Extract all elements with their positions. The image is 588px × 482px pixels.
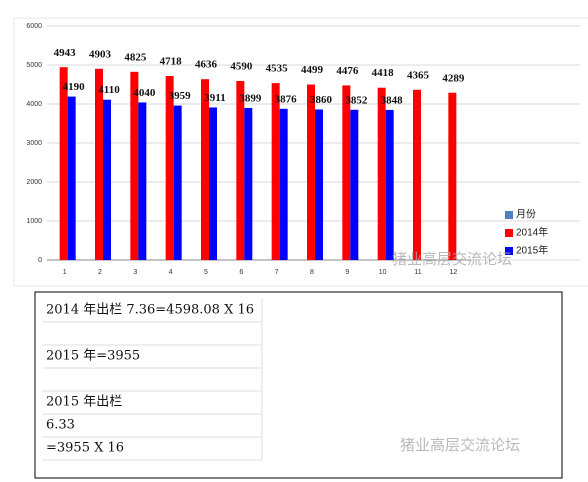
note-line: 2015 年出栏 — [46, 395, 122, 410]
note-box — [34, 291, 563, 479]
y-tick-label: 6000 — [26, 23, 42, 30]
bar — [165, 75, 174, 260]
bar — [307, 84, 315, 260]
data-label: 4190 — [63, 81, 86, 93]
data-label: 4289 — [442, 72, 465, 84]
x-tick-label: 11 — [414, 269, 421, 276]
bar — [236, 80, 245, 261]
y-tick-label: 2000 — [26, 179, 42, 186]
note-line: 6.33 — [46, 418, 75, 433]
data-label: 3876 — [275, 93, 298, 105]
watermark: 猪业高层交流论坛 — [392, 250, 512, 268]
x-tick-label: 5 — [204, 269, 208, 276]
note-line: =3955 X 16 — [46, 441, 124, 456]
y-tick-label: 0 — [38, 257, 42, 264]
bar — [342, 85, 351, 260]
bar — [67, 96, 76, 260]
data-label: 4110 — [98, 84, 120, 96]
data-label: 3899 — [239, 92, 262, 104]
x-tick-label: 8 — [310, 269, 314, 276]
bar — [271, 83, 280, 260]
bar — [279, 108, 288, 260]
data-label: 3848 — [381, 94, 404, 106]
y-tick-label: 4000 — [26, 101, 42, 108]
data-label: 3959 — [169, 90, 192, 102]
legend-label: 月份 — [516, 209, 536, 221]
legend-swatch — [505, 211, 513, 219]
data-label: 3911 — [204, 92, 225, 104]
x-tick-label: 9 — [345, 269, 349, 276]
data-label: 4903 — [89, 48, 112, 60]
sheet-grid — [13, 17, 588, 287]
data-label: 4040 — [133, 87, 156, 99]
legend-label: 2014年 — [516, 226, 548, 239]
x-tick-label: 6 — [239, 269, 243, 276]
note-line: 2015 年=3955 — [46, 349, 140, 364]
data-label: 3852 — [345, 94, 368, 106]
y-tick-label: 5000 — [26, 62, 42, 69]
data-label: 4476 — [336, 65, 359, 77]
data-label: 4943 — [54, 47, 77, 59]
bar — [448, 92, 457, 260]
bar — [201, 79, 209, 260]
bar — [413, 89, 421, 260]
data-label: 4365 — [407, 69, 430, 81]
x-tick-label: 4 — [169, 269, 173, 276]
x-tick-label: 1 — [63, 269, 67, 276]
data-label: 4499 — [301, 64, 324, 76]
data-label: 4590 — [230, 61, 253, 73]
x-tick-label: 7 — [275, 269, 279, 276]
bar — [59, 67, 68, 261]
bar — [209, 107, 217, 260]
bar — [350, 109, 359, 260]
watermark: 猪业高层交流论坛 — [400, 436, 520, 454]
legend-swatch — [505, 229, 513, 237]
data-label: 3860 — [310, 94, 333, 106]
bar — [130, 71, 139, 260]
bar — [173, 105, 182, 260]
x-tick-label: 12 — [449, 269, 457, 276]
bar — [315, 109, 323, 261]
y-tick-label: 3000 — [26, 140, 42, 147]
x-tick-label: 10 — [379, 269, 387, 276]
legend-label: 2015年 — [516, 244, 548, 257]
data-label: 4535 — [266, 63, 289, 75]
x-tick-label: 3 — [133, 269, 137, 276]
legend-swatch — [505, 247, 513, 255]
bar — [138, 102, 147, 260]
data-label: 4825 — [124, 51, 147, 63]
note-line: 2014 年出栏 7.36=4598.08 X 16 — [46, 303, 254, 318]
bar — [244, 107, 253, 261]
data-label: 4636 — [195, 59, 218, 71]
bar — [103, 99, 111, 261]
y-tick-label: 1000 — [26, 218, 42, 225]
bar — [385, 109, 394, 260]
x-tick-label: 2 — [98, 269, 102, 276]
data-label: 4718 — [160, 56, 183, 68]
bar — [95, 68, 103, 261]
data-label: 4418 — [372, 67, 395, 79]
note-table — [42, 298, 263, 461]
bar — [377, 87, 386, 260]
